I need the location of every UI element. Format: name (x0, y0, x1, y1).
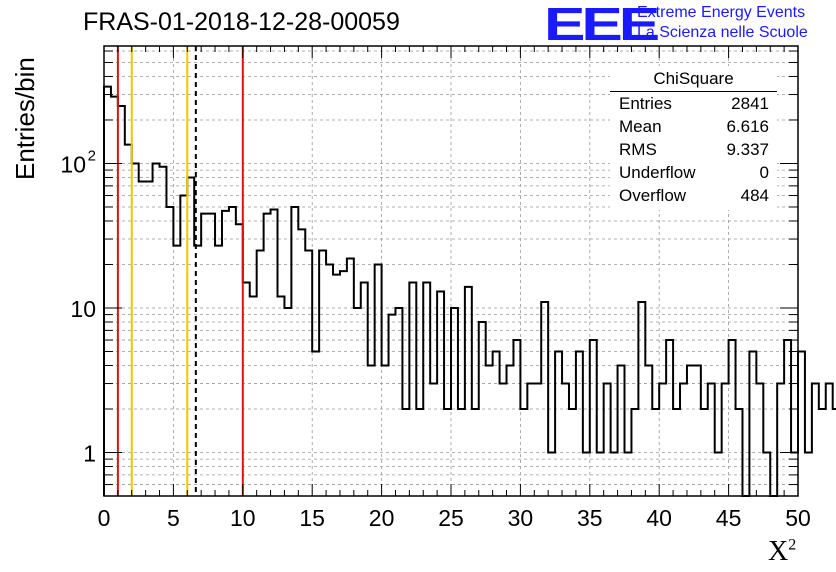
x-tick-label: 50 (785, 505, 811, 531)
stats-label: Overflow (619, 186, 687, 205)
y-tick-label: 1 (83, 440, 96, 466)
histogram-outline (103, 85, 836, 497)
stats-label: Entries (619, 94, 672, 113)
x-axis-label-base: X (768, 536, 789, 567)
stats-row-overflow: Overflow 484 (610, 184, 777, 207)
y-tick-label: 10 (70, 296, 96, 322)
stats-row-mean: Mean 6.616 (610, 115, 777, 138)
x-tick-label: 0 (98, 505, 111, 531)
stats-box: ChiSquare Entries 2841 Mean 6.616 RMS 9.337… (610, 66, 777, 210)
stats-row-underflow: Underflow 0 (610, 161, 777, 184)
stats-value: 484 (740, 186, 769, 205)
axis-ticks (103, 46, 799, 497)
x-tick-label: 45 (716, 505, 742, 531)
marker-lines-layer (116, 46, 244, 496)
histogram-layer (103, 85, 836, 497)
stats-value: 6.616 (726, 117, 769, 136)
run-title: FRAS-01-2018-12-28-00059 (83, 8, 400, 36)
x-tick-label: 20 (369, 505, 395, 531)
y-tick-label: 10 (60, 151, 86, 177)
x-axis-label-exponent: 2 (788, 536, 797, 554)
stats-label: RMS (619, 140, 657, 159)
x-tick-label: 35 (577, 505, 603, 531)
x-tick-label: 15 (299, 505, 325, 531)
x-tick-label: 10 (230, 505, 256, 531)
logo-line-1: Extreme Energy Events (637, 4, 806, 21)
x-tick-label: 40 (646, 505, 672, 531)
x-axis-label: X2 (768, 536, 796, 568)
stats-title: ChiSquare (610, 66, 777, 92)
eee-logo: EEE (544, 0, 660, 50)
x-tick-label: 25 (438, 505, 464, 531)
y-tick-label-exponent: 2 (88, 147, 96, 164)
y-axis-label: Entries/bin (10, 57, 40, 180)
stats-value: 2841 (731, 94, 769, 113)
stats-value: 9.337 (726, 140, 769, 159)
logo-line-2: La Scienza nelle Scuole (637, 24, 808, 41)
stats-label: Mean (619, 117, 662, 136)
stats-label: Underflow (619, 163, 696, 182)
stats-value: 0 (759, 163, 769, 182)
x-tick-label: 5 (167, 505, 180, 531)
x-tick-label: 30 (508, 505, 534, 531)
stats-row-rms: RMS 9.337 (610, 138, 777, 161)
stats-row-entries: Entries 2841 (610, 92, 777, 115)
